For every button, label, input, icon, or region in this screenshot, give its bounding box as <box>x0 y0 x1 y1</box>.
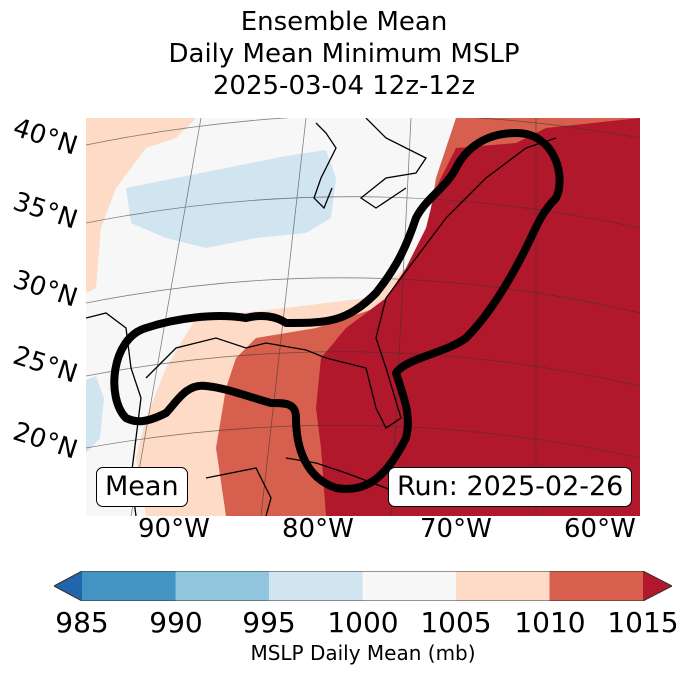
colorbar-tick-1010: 1010 <box>514 606 586 639</box>
colorbar-segment-1000-1005 <box>362 571 457 601</box>
colorbar-tick-995: 995 <box>242 606 296 639</box>
colorbar-tick-985: 985 <box>55 606 109 639</box>
annotation-mean: Mean <box>96 467 188 507</box>
lat-label-25n: 25°N <box>9 340 81 390</box>
colorbar-extend-under <box>54 571 82 601</box>
lat-label-30n: 30°N <box>9 264 81 314</box>
colorbar-segment-1010-1015 <box>549 571 644 601</box>
region-1005-1010-west <box>86 118 196 293</box>
colorbar-label: MSLP Daily Mean (mb) <box>250 641 476 665</box>
region-995-1000-sw <box>86 376 104 453</box>
region-995-1000 <box>126 150 336 248</box>
lat-label-35n: 35°N <box>9 186 81 236</box>
colorbar-extend-over <box>643 571 672 601</box>
colorbar-segment-990-995 <box>175 571 270 601</box>
colorbar <box>54 571 672 601</box>
colorbar-segment-1005-1010 <box>456 571 550 601</box>
title-line-1: Ensemble Mean <box>240 7 448 37</box>
title-line-2: Daily Mean Minimum MSLP <box>168 39 520 69</box>
colorbar-tick-1015: 1015 <box>607 606 679 639</box>
lat-label-40n: 40°N <box>9 112 81 162</box>
colorbar-tick-1000: 1000 <box>327 606 399 639</box>
lat-label-20n: 20°N <box>9 416 81 466</box>
lon-label-90w: 90°W <box>138 514 210 544</box>
colorbar-tick-1005: 1005 <box>420 606 492 639</box>
lon-label-80w: 80°W <box>282 514 354 544</box>
contour-1015 <box>110 129 564 493</box>
region-over-1015 <box>316 118 640 516</box>
colorbar-tick-990: 990 <box>149 606 203 639</box>
annotation-run-date: Run: 2025-02-26 <box>388 467 633 507</box>
map-panel <box>86 118 640 516</box>
colorbar-segment-995-1000 <box>269 571 363 601</box>
lon-label-60w: 60°W <box>564 514 636 544</box>
title-line-3: 2025-03-04 12z-12z <box>212 71 476 101</box>
colorbar-segment-985-990 <box>82 571 176 601</box>
lon-label-70w: 70°W <box>420 514 492 544</box>
